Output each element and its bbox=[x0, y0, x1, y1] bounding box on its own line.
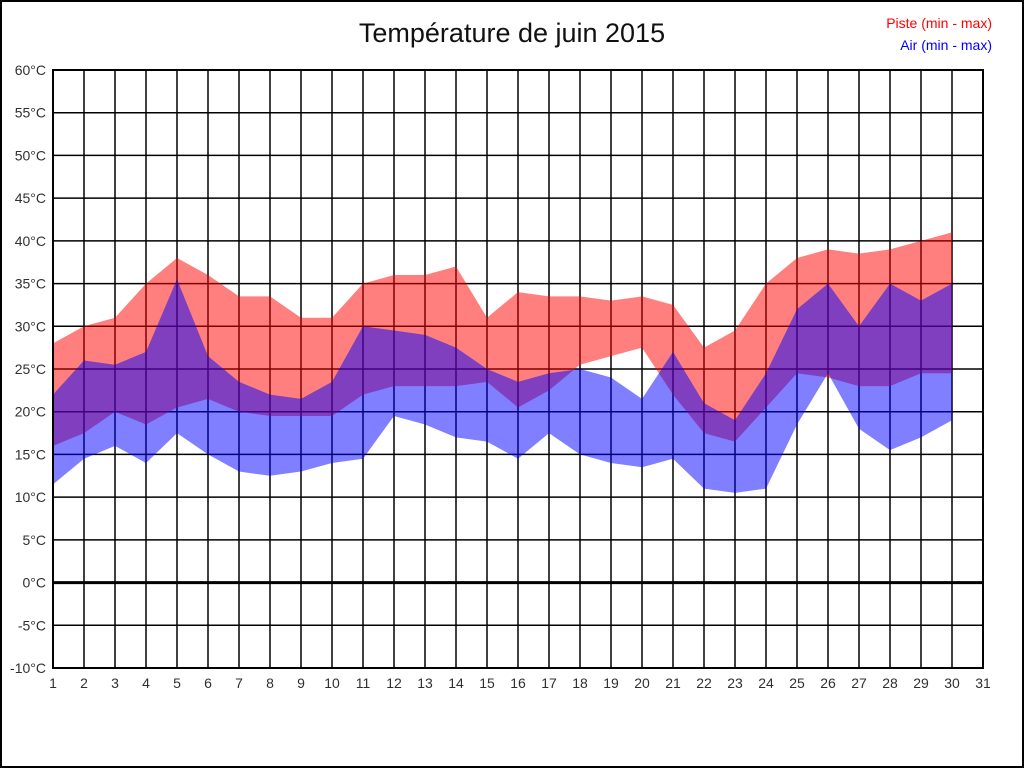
x-axis-tick-label: 5 bbox=[173, 675, 181, 691]
x-axis-tick-label: 27 bbox=[851, 675, 867, 691]
y-axis-tick-label: 10°C bbox=[15, 489, 46, 505]
x-axis-tick-label: 22 bbox=[696, 675, 712, 691]
x-axis-tick-label: 17 bbox=[541, 675, 557, 691]
y-axis-tick-label: 40°C bbox=[15, 233, 46, 249]
y-axis-tick-label: 0°C bbox=[23, 575, 47, 591]
x-axis-tick-label: 8 bbox=[266, 675, 274, 691]
legend-item-air: Air (min - max) bbox=[900, 37, 992, 53]
y-axis-tick-label: 25°C bbox=[15, 361, 46, 377]
y-axis-tick-label: -5°C bbox=[18, 617, 46, 633]
y-axis-tick-label: 35°C bbox=[15, 276, 46, 292]
x-axis-tick-label: 19 bbox=[603, 675, 619, 691]
x-axis-tick-label: 23 bbox=[727, 675, 743, 691]
piste-band bbox=[53, 232, 952, 446]
x-axis-tick-label: 3 bbox=[111, 675, 119, 691]
y-axis-tick-label: 5°C bbox=[23, 532, 47, 548]
x-axis-tick-label: 6 bbox=[204, 675, 212, 691]
x-axis-tick-label: 9 bbox=[297, 675, 305, 691]
y-axis-tick-label: 50°C bbox=[15, 147, 46, 163]
y-axis-tick-label: 55°C bbox=[15, 105, 46, 121]
x-axis-tick-label: 16 bbox=[510, 675, 526, 691]
x-axis-tick-label: 4 bbox=[142, 675, 150, 691]
x-axis-tick-label: 28 bbox=[882, 675, 898, 691]
x-axis-tick-label: 14 bbox=[448, 675, 464, 691]
x-axis-tick-label: 13 bbox=[417, 675, 433, 691]
x-axis-tick-label: 29 bbox=[913, 675, 929, 691]
x-axis-tick-label: 15 bbox=[479, 675, 495, 691]
chart-legend: Piste (min - max) Air (min - max) bbox=[886, 12, 992, 56]
x-axis-tick-label: 2 bbox=[80, 675, 88, 691]
y-axis-tick-label: 20°C bbox=[15, 404, 46, 420]
x-axis-tick-label: 7 bbox=[235, 675, 243, 691]
x-axis-tick-label: 31 bbox=[975, 675, 991, 691]
y-axis-tick-label: 60°C bbox=[15, 62, 46, 78]
legend-item-piste: Piste (min - max) bbox=[886, 15, 992, 31]
x-axis-tick-label: 20 bbox=[634, 675, 650, 691]
chart-title: Température de juin 2015 bbox=[358, 18, 666, 48]
x-axis-tick-label: 10 bbox=[324, 675, 340, 691]
y-axis-tick-label: 45°C bbox=[15, 190, 46, 206]
y-axis-tick-label: 15°C bbox=[15, 446, 46, 462]
x-axis-tick-label: 26 bbox=[820, 675, 836, 691]
x-axis-tick-label: 1 bbox=[49, 675, 57, 691]
air-band bbox=[53, 279, 952, 493]
x-axis-tick-label: 12 bbox=[386, 675, 402, 691]
x-axis-tick-label: 11 bbox=[356, 675, 371, 691]
x-axis-tick-label: 25 bbox=[789, 675, 805, 691]
plot-frame bbox=[52, 69, 984, 669]
x-axis-tick-label: 18 bbox=[572, 675, 588, 691]
x-axis-tick-label: 30 bbox=[944, 675, 960, 691]
y-axis-tick-label: 30°C bbox=[15, 318, 46, 334]
x-axis-tick-label: 24 bbox=[758, 675, 774, 691]
x-axis-tick-label: 21 bbox=[665, 675, 681, 691]
y-axis-tick-label: -10°C bbox=[10, 660, 46, 676]
